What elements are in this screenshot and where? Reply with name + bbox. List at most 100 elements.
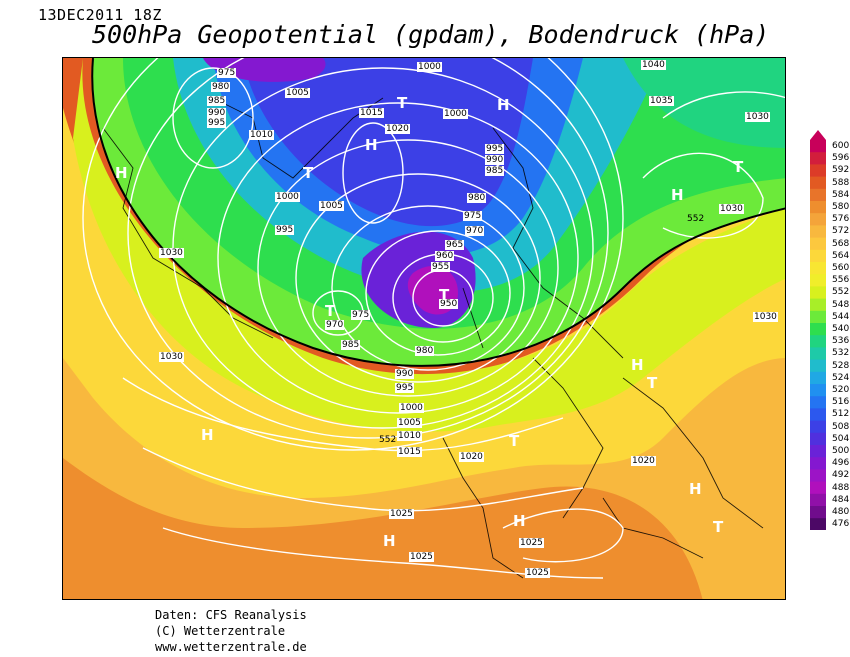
website-link[interactable]: www.wetterzentrale.de (155, 640, 307, 654)
legend-level-label: 524 (832, 372, 850, 383)
isobar-label: 990 (485, 155, 505, 165)
high-pressure-label: H (115, 164, 128, 182)
isobar-label: 985 (341, 340, 361, 350)
date-label: 13DEC2011 18Z (38, 6, 162, 24)
legend-swatch (810, 249, 826, 263)
legend-swatch (810, 274, 826, 287)
legend-level-label: 496 (832, 458, 850, 469)
isobar-label: 1025 (389, 509, 414, 519)
contour-552 (91, 58, 785, 367)
legend-swatch (810, 140, 826, 153)
low-pressure-label: T (647, 374, 658, 392)
legend-swatch (810, 298, 826, 312)
isobar-label: 1010 (397, 431, 422, 441)
legend-swatch (810, 408, 826, 422)
legend-level-label: 580 (832, 202, 850, 212)
legend-swatch (810, 518, 826, 531)
legend-swatch (810, 506, 826, 519)
isobar-label: 1025 (409, 552, 434, 562)
legend-level-label: 564 (832, 250, 850, 261)
isobar-label: 980 (467, 193, 487, 203)
isobar-label: 1030 (159, 248, 184, 258)
legend-swatch (810, 335, 826, 348)
legend-level-label: 568 (832, 238, 850, 249)
low-pressure-label: T (397, 94, 408, 112)
isobar-label: 960 (435, 251, 455, 261)
color-legend (810, 130, 826, 541)
high-pressure-label: H (671, 186, 684, 204)
legend-level-label: 476 (832, 519, 850, 530)
legend-level-label: 600 (832, 141, 850, 151)
isobar-label: 1000 (275, 192, 300, 202)
legend-swatch (810, 164, 826, 178)
isobar-label: 1005 (285, 88, 310, 98)
isobar-label: 955 (431, 262, 451, 272)
legend-swatch (810, 201, 826, 214)
legend-swatch (810, 262, 826, 275)
legend-swatch (810, 213, 826, 226)
legend-level-label: 596 (832, 153, 850, 164)
isobar-label: 1030 (159, 352, 184, 362)
low-pressure-label: T (509, 432, 520, 450)
legend-swatch (810, 432, 826, 446)
legend-level-label: 592 (832, 165, 850, 176)
legend-swatch (810, 371, 826, 385)
isobar-label: 1025 (525, 568, 550, 578)
low-pressure-label: T (733, 158, 744, 176)
isobar-lines (82, 58, 785, 579)
legend-level-label: 504 (832, 433, 850, 444)
legend-level-label: 548 (832, 299, 850, 310)
isobar-label: 975 (463, 211, 483, 221)
isobar-label: 980 (415, 346, 435, 356)
legend-level-label: 544 (832, 311, 850, 322)
legend-swatch (810, 237, 826, 251)
isobar-label: 1005 (397, 418, 422, 428)
isobar-label: 985 (207, 96, 227, 106)
legend-level-label: 484 (832, 494, 850, 505)
legend-swatch (810, 188, 826, 202)
isobar-label: 1025 (519, 538, 544, 548)
legend-level-label: 480 (832, 507, 850, 517)
isobar-label: 1000 (399, 403, 424, 413)
legend-swatch (810, 396, 826, 409)
legend-level-label: 492 (832, 470, 850, 481)
isobar-label: 1030 (753, 312, 778, 322)
legend-bar (810, 130, 826, 541)
legend-level-label: 532 (832, 348, 850, 359)
weather-map: 1040 1035 1030 1030 1030 1030 1030 1025 … (62, 57, 786, 600)
isobar-label: 1015 (397, 447, 422, 457)
legend-swatch (810, 493, 826, 507)
legend-swatch (810, 469, 826, 483)
legend-swatch (810, 457, 826, 470)
isobar-label: 1000 (443, 109, 468, 119)
isobar-label: 980 (211, 82, 231, 92)
legend-level-label: 508 (832, 421, 850, 432)
legend-level-label: 576 (832, 214, 850, 225)
legend-level-label: 516 (832, 397, 850, 408)
isobar-label: 995 (275, 225, 295, 235)
isobar-label: 1020 (459, 452, 484, 462)
high-pressure-label: H (513, 512, 526, 530)
legend-level-label: 528 (832, 360, 850, 371)
low-pressure-label: T (439, 286, 450, 304)
isobar-label: 1005 (319, 201, 344, 211)
low-pressure-label: T (325, 302, 336, 320)
isobar-label: 995 (395, 383, 415, 393)
high-pressure-label: H (631, 356, 644, 374)
high-pressure-label: H (365, 136, 378, 154)
isobar-label: 1030 (745, 112, 770, 122)
isobar-label: 975 (217, 68, 237, 78)
legend-swatch (810, 176, 826, 190)
isobar-label: 990 (395, 369, 415, 379)
legend-level-label: 500 (832, 446, 850, 456)
legend-swatch (810, 310, 826, 324)
legend-arrow-top (810, 130, 826, 140)
data-source: Daten: CFS Reanalysis (155, 608, 307, 622)
isobar-label: 1010 (249, 130, 274, 140)
high-pressure-label: H (497, 96, 510, 114)
legend-swatch (810, 323, 826, 336)
contour-label: 552 (687, 214, 705, 224)
isobar-label: 1020 (631, 456, 656, 466)
isobar-label: 1020 (385, 124, 410, 134)
legend-level-label: 536 (832, 336, 850, 347)
